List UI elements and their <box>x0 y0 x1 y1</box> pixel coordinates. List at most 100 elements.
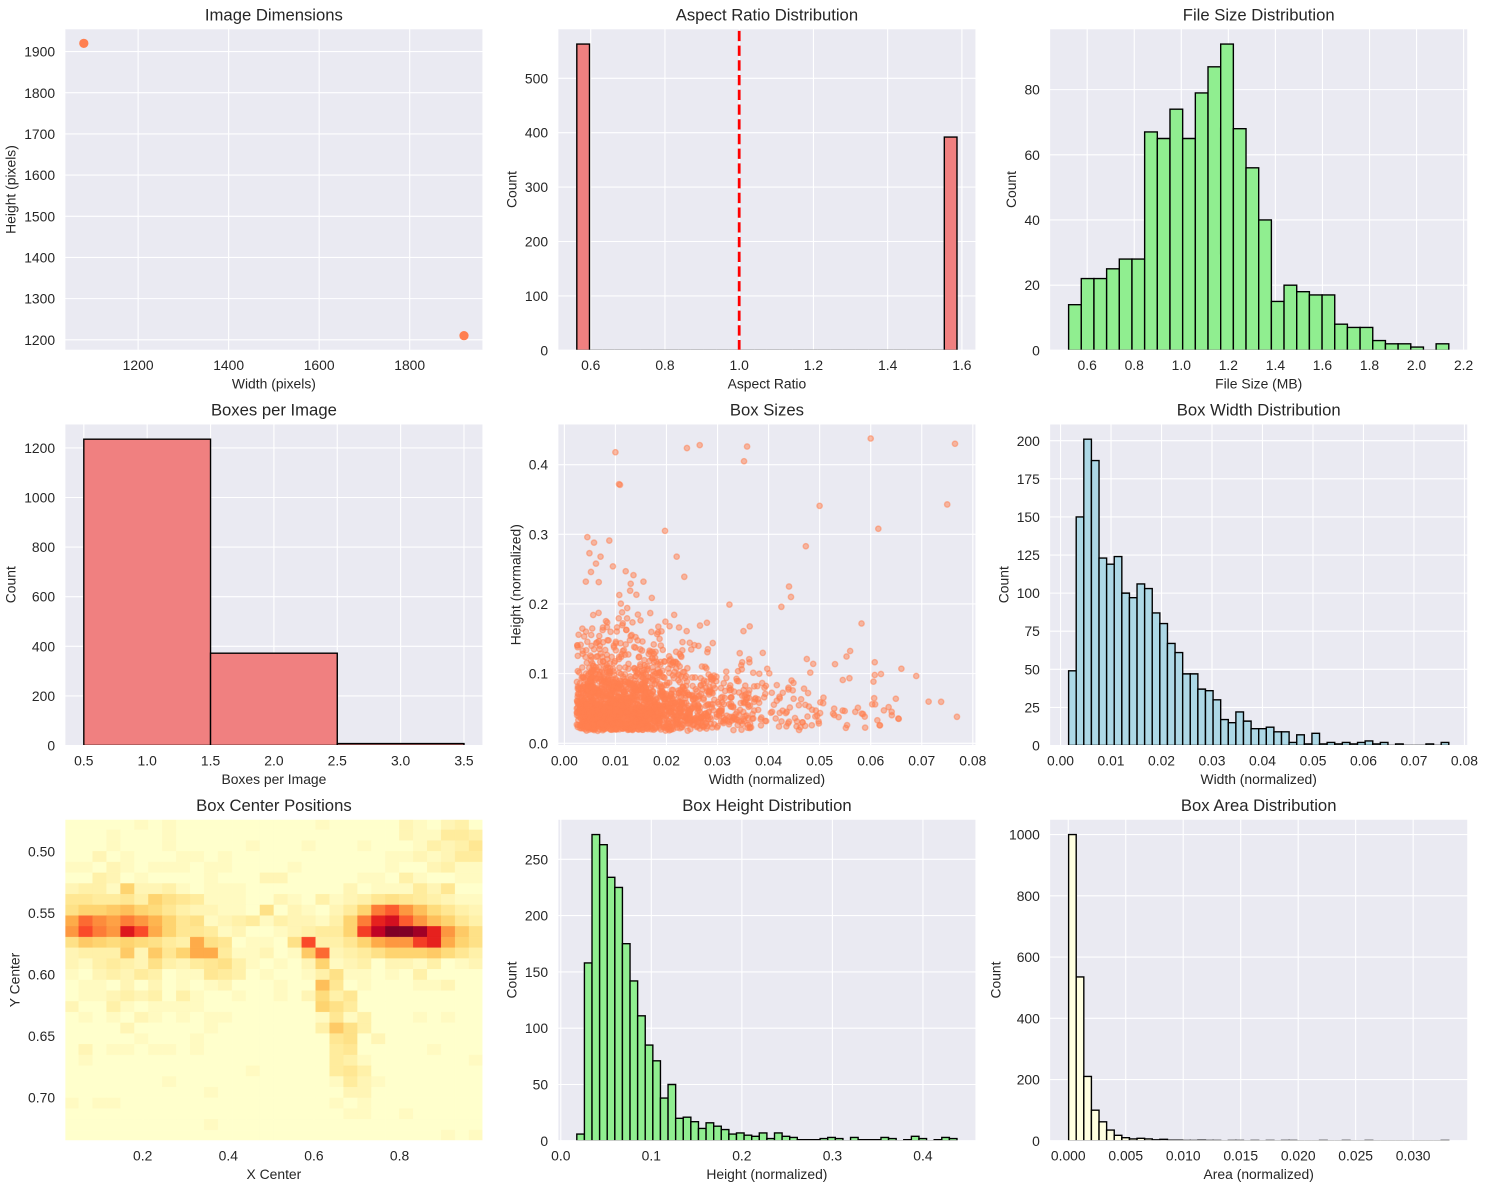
svg-text:2.5: 2.5 <box>328 752 348 768</box>
svg-text:0.70: 0.70 <box>28 1090 55 1106</box>
svg-text:0.04: 0.04 <box>1249 752 1276 768</box>
svg-text:100: 100 <box>525 288 548 304</box>
svg-text:0.8: 0.8 <box>1125 357 1145 373</box>
svg-text:2.0: 2.0 <box>264 752 284 768</box>
svg-text:80: 80 <box>1024 82 1040 98</box>
svg-text:50: 50 <box>1024 661 1040 677</box>
svg-text:125: 125 <box>1017 547 1040 563</box>
svg-text:Area (normalized): Area (normalized) <box>1204 1166 1314 1182</box>
svg-text:Count: Count <box>1003 171 1019 208</box>
svg-text:0.2: 0.2 <box>529 596 549 612</box>
svg-text:0.0: 0.0 <box>529 735 549 751</box>
svg-text:3.0: 3.0 <box>391 752 411 768</box>
svg-text:0.55: 0.55 <box>28 905 55 921</box>
svg-text:800: 800 <box>1017 888 1040 904</box>
svg-text:0: 0 <box>540 1133 548 1149</box>
svg-text:100: 100 <box>1017 585 1040 601</box>
svg-text:0.3: 0.3 <box>529 526 549 542</box>
svg-text:2.0: 2.0 <box>1407 357 1427 373</box>
svg-text:1.0: 1.0 <box>138 752 158 768</box>
svg-text:1.4: 1.4 <box>1266 357 1286 373</box>
svg-text:60: 60 <box>1024 147 1040 163</box>
svg-text:Count: Count <box>995 566 1011 603</box>
svg-text:175: 175 <box>1017 471 1040 487</box>
svg-text:0.08: 0.08 <box>959 752 986 768</box>
svg-text:0.8: 0.8 <box>655 357 675 373</box>
svg-text:Box Height Distribution: Box Height Distribution <box>682 796 851 815</box>
svg-text:Image Dimensions: Image Dimensions <box>205 5 343 24</box>
svg-text:Y Center: Y Center <box>7 952 23 1007</box>
svg-text:1600: 1600 <box>304 357 335 373</box>
svg-text:1800: 1800 <box>24 85 55 101</box>
svg-text:2.2: 2.2 <box>1454 357 1474 373</box>
svg-text:1600: 1600 <box>24 167 55 183</box>
svg-text:0: 0 <box>47 738 55 754</box>
svg-text:Count: Count <box>503 961 519 998</box>
svg-text:0.005: 0.005 <box>1108 1148 1143 1164</box>
svg-text:3.5: 3.5 <box>454 752 474 768</box>
svg-text:1900: 1900 <box>24 44 55 60</box>
svg-text:0.04: 0.04 <box>755 752 782 768</box>
svg-text:0.05: 0.05 <box>1299 752 1326 768</box>
svg-text:100: 100 <box>525 1020 548 1036</box>
svg-text:0.1: 0.1 <box>529 666 549 682</box>
svg-text:Box Width Distribution: Box Width Distribution <box>1177 401 1341 420</box>
svg-text:Count: Count <box>503 171 519 208</box>
svg-text:Width (normalized): Width (normalized) <box>1200 771 1316 787</box>
svg-text:Width (normalized): Width (normalized) <box>709 771 825 787</box>
svg-text:600: 600 <box>1017 949 1040 965</box>
svg-text:0.000: 0.000 <box>1051 1148 1086 1164</box>
svg-text:Box Area Distribution: Box Area Distribution <box>1181 796 1337 815</box>
svg-text:0.030: 0.030 <box>1396 1148 1431 1164</box>
svg-text:0.4: 0.4 <box>219 1148 239 1164</box>
svg-text:1000: 1000 <box>1009 827 1040 843</box>
svg-text:50: 50 <box>533 1077 549 1093</box>
svg-text:0.60: 0.60 <box>28 966 55 982</box>
svg-text:1700: 1700 <box>24 126 55 142</box>
svg-text:0.01: 0.01 <box>1098 752 1125 768</box>
svg-text:0.6: 0.6 <box>1078 357 1098 373</box>
svg-text:1.4: 1.4 <box>878 357 898 373</box>
svg-text:300: 300 <box>525 179 548 195</box>
svg-text:1800: 1800 <box>394 357 425 373</box>
svg-text:Height (pixels): Height (pixels) <box>3 145 19 234</box>
svg-text:0.020: 0.020 <box>1281 1148 1316 1164</box>
svg-text:Boxes per Image: Boxes per Image <box>221 771 326 787</box>
svg-text:0.02: 0.02 <box>1148 752 1175 768</box>
svg-text:1.2: 1.2 <box>1219 357 1239 373</box>
svg-text:Height (normalized): Height (normalized) <box>706 1166 827 1182</box>
svg-text:0.015: 0.015 <box>1223 1148 1258 1164</box>
svg-text:1.5: 1.5 <box>201 752 221 768</box>
svg-text:600: 600 <box>32 589 55 605</box>
svg-text:150: 150 <box>525 964 548 980</box>
svg-text:Height (normalized): Height (normalized) <box>507 524 523 645</box>
svg-text:Width (pixels): Width (pixels) <box>232 376 316 392</box>
svg-text:1.8: 1.8 <box>1360 357 1380 373</box>
svg-text:Box Sizes: Box Sizes <box>730 401 804 420</box>
svg-text:File Size Distribution: File Size Distribution <box>1183 5 1335 24</box>
svg-text:0.03: 0.03 <box>1198 752 1225 768</box>
svg-text:1200: 1200 <box>123 357 154 373</box>
svg-text:0.6: 0.6 <box>581 357 601 373</box>
svg-text:1.0: 1.0 <box>1172 357 1192 373</box>
svg-text:1200: 1200 <box>24 332 55 348</box>
svg-text:0.8: 0.8 <box>390 1148 410 1164</box>
svg-text:0.50: 0.50 <box>28 843 55 859</box>
svg-text:0.02: 0.02 <box>653 752 680 768</box>
svg-text:X Center: X Center <box>247 1166 302 1182</box>
svg-text:400: 400 <box>32 638 55 654</box>
svg-text:800: 800 <box>32 539 55 555</box>
svg-text:1400: 1400 <box>24 249 55 265</box>
svg-text:Count: Count <box>3 566 19 603</box>
svg-text:0.010: 0.010 <box>1166 1148 1201 1164</box>
svg-text:200: 200 <box>1017 1072 1040 1088</box>
svg-text:200: 200 <box>1017 433 1040 449</box>
svg-text:0.65: 0.65 <box>28 1028 55 1044</box>
svg-text:0.2: 0.2 <box>732 1148 752 1164</box>
svg-text:40: 40 <box>1024 212 1040 228</box>
svg-text:0.2: 0.2 <box>133 1148 153 1164</box>
svg-text:1500: 1500 <box>24 208 55 224</box>
svg-text:1400: 1400 <box>213 357 244 373</box>
svg-text:0.0: 0.0 <box>551 1148 571 1164</box>
svg-text:0.3: 0.3 <box>823 1148 843 1164</box>
